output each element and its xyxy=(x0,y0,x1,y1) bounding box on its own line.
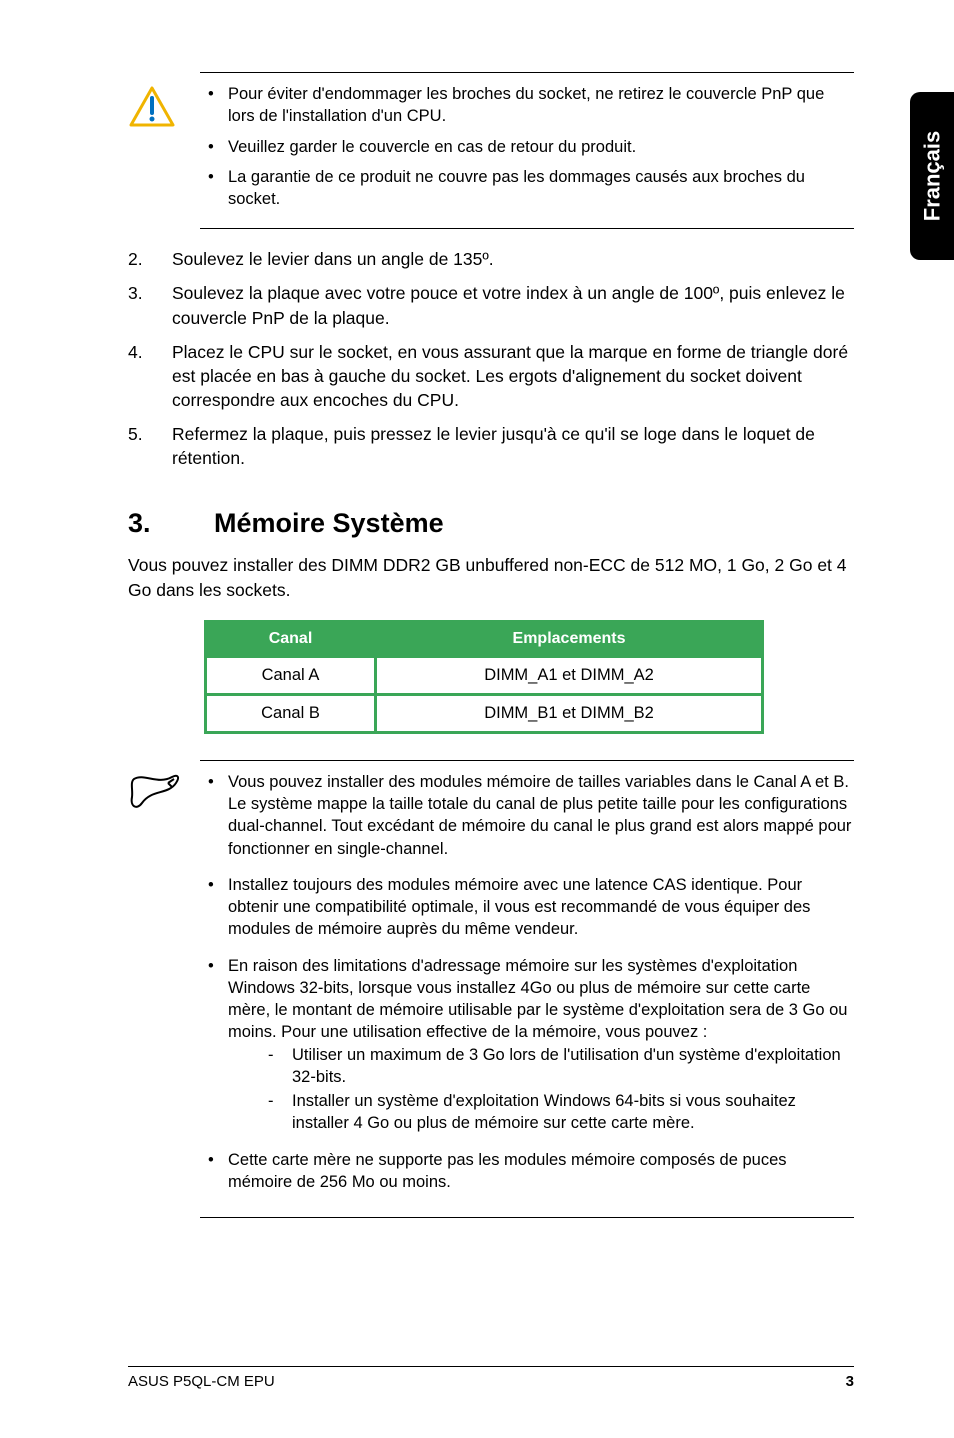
step-item: Refermez la plaque, puis pressez le levi… xyxy=(128,422,854,470)
step-item: Placez le CPU sur le socket, en vous ass… xyxy=(128,340,854,412)
note-icon xyxy=(128,771,200,1208)
caution-item: Pour éviter d'endommager les broches du … xyxy=(200,83,854,128)
footer-page-number: 3 xyxy=(846,1373,854,1390)
info-sub-item: Utiliser un maximum de 3 Go lors de l'ut… xyxy=(256,1044,854,1089)
info-item: Cette carte mère ne supporte pas les mod… xyxy=(200,1149,854,1194)
footer-product: ASUS P5QL-CM EPU xyxy=(128,1373,275,1390)
channel-table: CanalEmplacementsCanal ADIMM_A1 et DIMM_… xyxy=(204,620,764,734)
table-cell: DIMM_B1 et DIMM_B2 xyxy=(376,694,763,732)
caution-block: Pour éviter d'endommager les broches du … xyxy=(128,83,854,218)
caution-item: Veuillez garder le couvercle en cas de r… xyxy=(200,136,854,158)
section-number: 3. xyxy=(128,508,214,539)
table-cell: Canal A xyxy=(206,656,376,694)
info-sub-item: Installer un système d'exploitation Wind… xyxy=(256,1090,854,1135)
caution-divider-top xyxy=(200,72,854,73)
info-item: Installez toujours des modules mémoire a… xyxy=(200,874,854,941)
caution-divider-bottom xyxy=(200,228,854,229)
step-item: Soulevez le levier dans un angle de 135º… xyxy=(128,247,854,271)
section-intro: Vous pouvez installer des DIMM DDR2 GB u… xyxy=(128,553,854,601)
table-cell: Canal B xyxy=(206,694,376,732)
page-footer: ASUS P5QL-CM EPU 3 xyxy=(128,1366,854,1390)
caution-item: La garantie de ce produit ne couvre pas … xyxy=(200,166,854,211)
info-item: En raison des limitations d'adressage mé… xyxy=(200,955,854,1135)
language-tab: Français xyxy=(910,92,954,260)
info-block: Vous pouvez installer des modules mémoir… xyxy=(128,771,854,1208)
caution-body: Pour éviter d'endommager les broches du … xyxy=(200,83,854,218)
info-divider-top xyxy=(200,760,854,761)
caution-icon xyxy=(128,83,200,218)
info-item: Vous pouvez installer des modules mémoir… xyxy=(200,771,854,860)
info-divider-bottom xyxy=(200,1217,854,1218)
page-content: Pour éviter d'endommager les broches du … xyxy=(0,0,954,1218)
table-header: Emplacements xyxy=(376,621,763,656)
footer-divider xyxy=(128,1366,854,1367)
info-body: Vous pouvez installer des modules mémoir… xyxy=(200,771,854,1208)
step-item: Soulevez la plaque avec votre pouce et v… xyxy=(128,281,854,329)
table-cell: DIMM_A1 et DIMM_A2 xyxy=(376,656,763,694)
language-tab-label: Français xyxy=(919,131,945,222)
section-title: Mémoire Système xyxy=(214,508,444,538)
section-heading: 3.Mémoire Système xyxy=(128,508,854,539)
steps-list: Soulevez le levier dans un angle de 135º… xyxy=(128,247,854,470)
channel-table-wrap: CanalEmplacementsCanal ADIMM_A1 et DIMM_… xyxy=(204,620,854,734)
table-header: Canal xyxy=(206,621,376,656)
